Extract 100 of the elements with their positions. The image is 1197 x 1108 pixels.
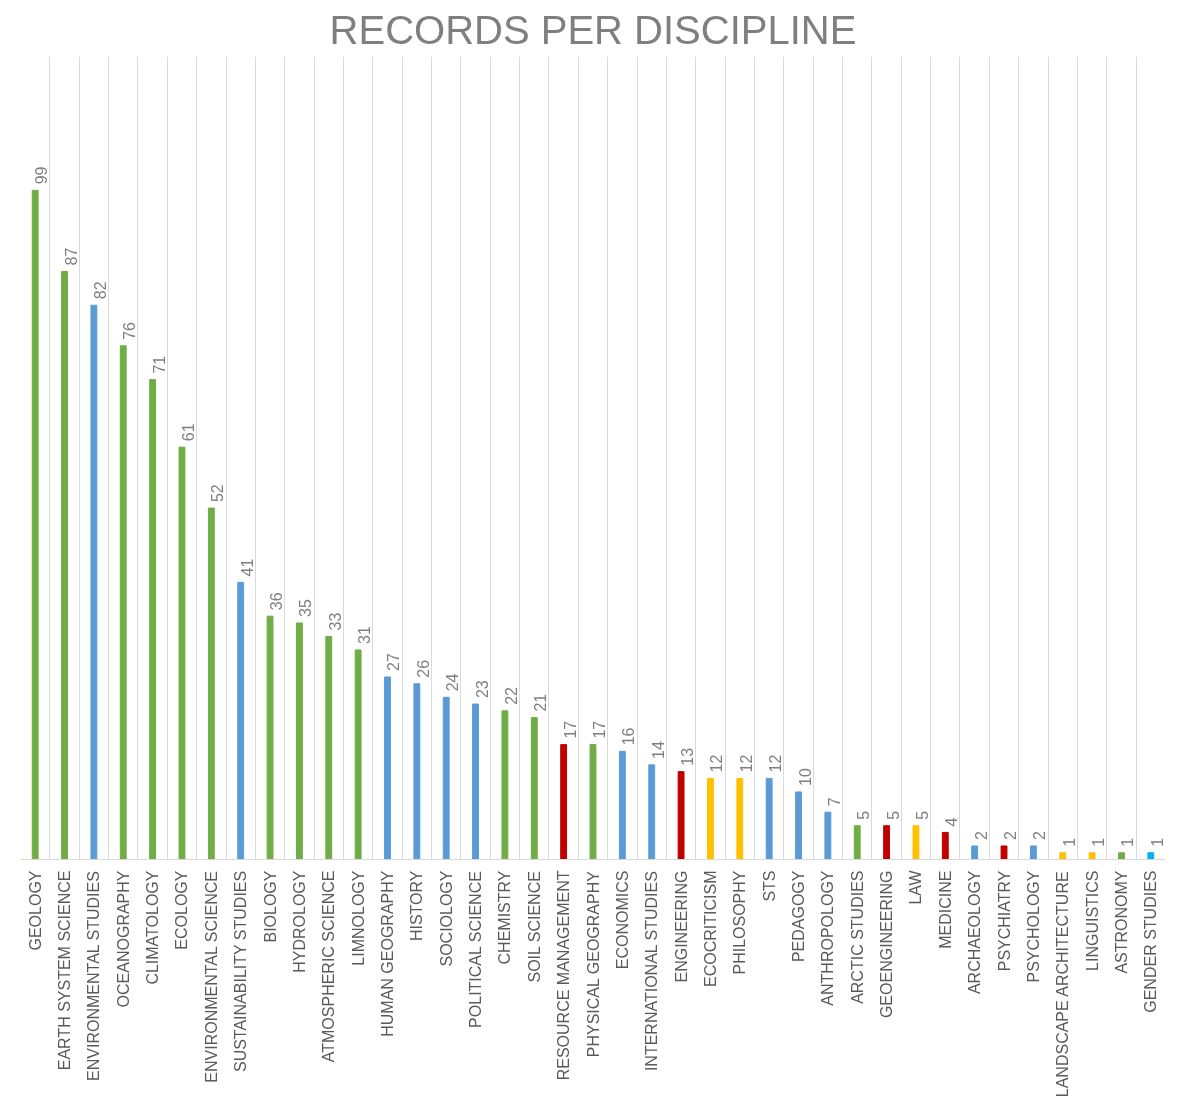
x-tick-label: ENGINEERING — [672, 870, 690, 983]
data-label: 12 — [708, 754, 726, 773]
x-tick-label: SOIL SCIENCE — [525, 871, 543, 983]
x-tick-label: LINGUISTICS — [1083, 870, 1101, 971]
x-tick-label: ENVIRONMENTAL STUDIES — [85, 871, 103, 1081]
data-label: 1 — [1090, 837, 1108, 847]
bar — [178, 446, 186, 860]
bar — [207, 507, 215, 860]
data-label: 2 — [972, 830, 990, 840]
bar — [618, 750, 626, 860]
x-tick-label: PHYSICAL GEOGRAPHY — [584, 870, 602, 1058]
bar — [560, 744, 568, 860]
bar — [765, 777, 773, 860]
bar — [266, 615, 274, 860]
x-tick-label: POLITICAL SCIENCE — [467, 871, 485, 1028]
x-tick-label: ECOCRITICISM — [701, 870, 719, 987]
bar — [61, 270, 68, 860]
bar — [295, 622, 303, 860]
data-label: 2 — [1031, 830, 1049, 840]
bar — [90, 304, 98, 860]
data-label: 4 — [943, 817, 961, 827]
x-tick-label: EARTH SYSTEM SCIENCE — [56, 870, 74, 1071]
data-label: 21 — [532, 693, 550, 712]
x-tick-label: ASTRONOMY — [1112, 870, 1130, 974]
x-tick-label: ANTHROPOLOGY — [819, 870, 837, 1006]
bar — [354, 649, 362, 860]
x-tick-label: ECOLOGY — [173, 870, 191, 950]
data-label: 14 — [649, 740, 667, 759]
chart-title: RECORDS PER DISCIPLINE — [329, 7, 857, 52]
bar — [648, 764, 656, 860]
data-label: 24 — [444, 673, 462, 692]
data-label: 10 — [796, 768, 814, 786]
data-label: 5 — [855, 810, 873, 820]
data-label: 82 — [91, 281, 109, 300]
bar — [912, 825, 920, 860]
bar — [384, 676, 391, 860]
bar — [883, 825, 891, 860]
data-label: 1 — [1148, 837, 1166, 847]
bar — [971, 845, 979, 860]
x-tick-label: HYDROLOGY — [290, 870, 308, 973]
bar — [1059, 852, 1067, 860]
x-tick-label: HUMAN GEOGRAPHY — [378, 870, 396, 1037]
data-label: 36 — [268, 592, 286, 611]
bar — [707, 777, 714, 860]
bar — [501, 710, 509, 860]
bar — [941, 831, 949, 860]
bar — [853, 825, 861, 860]
x-tick-label: GEOENGINEERING — [878, 870, 896, 1019]
data-label: 23 — [473, 680, 491, 699]
bar — [736, 777, 744, 860]
data-label: 12 — [737, 754, 755, 773]
x-tick-label: PSYCHOLOGY — [1024, 870, 1042, 983]
data-label: 35 — [297, 599, 315, 617]
data-label: 1 — [1119, 837, 1137, 847]
x-tick-label: MEDICINE — [936, 870, 954, 949]
bar — [1088, 852, 1096, 860]
bar — [119, 345, 127, 860]
x-tick-label: SUSTAINABILITY STUDIES — [232, 870, 250, 1073]
x-tick-label: LIMNOLOGY — [349, 870, 367, 966]
x-tick-label: GEOLOGY — [26, 870, 44, 951]
data-label: 27 — [385, 653, 403, 671]
x-tick-label: LANDSCAPE ARCHITECTURE — [1054, 871, 1072, 1098]
x-tick-label: ENVIRONMENTAL SCIENCE — [202, 871, 220, 1083]
bar — [1000, 845, 1008, 860]
bar — [677, 771, 685, 860]
bar — [442, 696, 450, 860]
data-label: 1 — [1060, 837, 1078, 847]
data-label: 2 — [1002, 830, 1020, 840]
x-tick-label: ECONOMICS — [613, 870, 631, 970]
data-label: 5 — [913, 810, 931, 820]
data-label: 16 — [620, 727, 638, 746]
x-tick-label: ARCTIC STUDIES — [848, 870, 866, 1004]
x-tick-label: PHILOSOPHY — [731, 870, 749, 975]
x-tick-label: HISTORY — [408, 870, 426, 942]
bar — [472, 703, 479, 860]
bar — [237, 581, 245, 860]
data-label: 7 — [825, 797, 843, 807]
data-label: 13 — [679, 747, 697, 766]
x-tick-label: RESOURCE MANAGEMENT — [555, 870, 573, 1081]
bar — [31, 189, 39, 860]
data-label: 71 — [150, 355, 168, 374]
data-label: 5 — [884, 810, 902, 820]
data-label: 52 — [209, 484, 227, 503]
bar — [530, 717, 538, 860]
x-tick-label: GENDER STUDIES — [1142, 870, 1160, 1013]
bar — [589, 744, 597, 860]
data-label: 61 — [179, 423, 197, 442]
x-tick-label: ATMOSPHERIC SCIENCE — [320, 870, 338, 1063]
data-label: 99 — [33, 166, 51, 185]
data-label: 41 — [238, 558, 256, 577]
bar — [1147, 852, 1155, 860]
bar — [413, 683, 421, 860]
x-tick-label: PEDAGOGY — [790, 870, 808, 963]
x-tick-label: CHEMISTRY — [496, 870, 514, 965]
bar — [1029, 845, 1037, 860]
x-tick-label: BIOLOGY — [261, 870, 279, 943]
data-label: 12 — [767, 754, 785, 773]
data-label: 17 — [591, 720, 608, 739]
x-tick-label: PSYCHIATRY — [995, 870, 1013, 972]
bar — [824, 811, 832, 860]
